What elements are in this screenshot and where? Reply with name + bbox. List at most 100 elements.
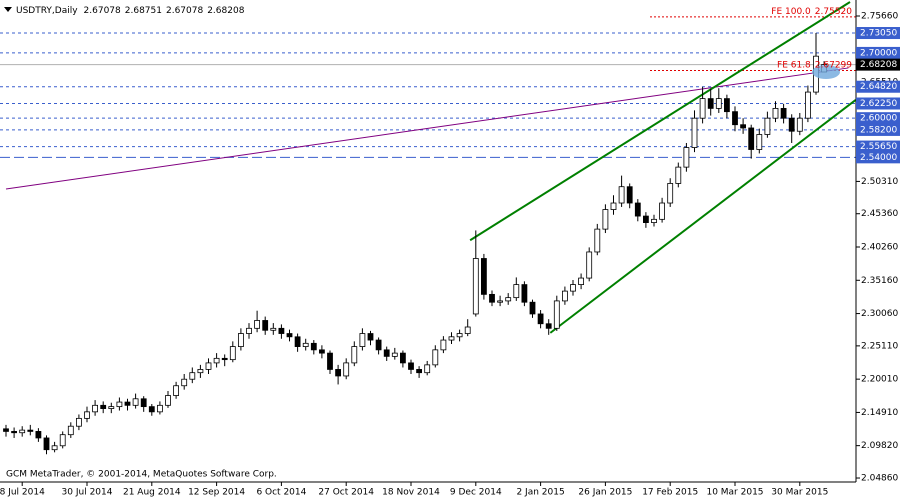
candle-body xyxy=(165,395,171,406)
x-tick-label: 17 Feb 2015 xyxy=(642,488,698,498)
y-tick-label: 2.30060 xyxy=(861,309,898,319)
candle-body xyxy=(408,362,414,370)
candle-body xyxy=(740,124,746,129)
candle-body xyxy=(19,429,26,434)
candle-body xyxy=(205,362,212,370)
candle-body xyxy=(3,428,9,432)
candle-body xyxy=(440,339,447,351)
candle-body xyxy=(634,202,641,217)
candle-body xyxy=(724,98,730,113)
candle-body xyxy=(11,431,18,434)
candle-body xyxy=(343,362,350,377)
candle-body xyxy=(327,352,333,370)
candle-body xyxy=(124,401,131,406)
trendline xyxy=(549,99,857,334)
candle-body xyxy=(229,346,236,361)
candle-body xyxy=(416,369,423,374)
y-tick-label: 2.20010 xyxy=(861,375,898,385)
candle-body xyxy=(181,378,188,387)
candle-body xyxy=(132,398,139,406)
candle-body xyxy=(67,425,74,436)
candle-body xyxy=(602,209,609,230)
candle-body xyxy=(610,202,617,210)
level-label-box xyxy=(856,97,900,110)
fibo-label: FE 61.8 2.67299 xyxy=(777,60,852,70)
candle-body xyxy=(51,445,58,451)
candle-body xyxy=(464,326,471,334)
candle-body xyxy=(108,406,115,409)
candle-body xyxy=(796,117,803,132)
candle-body xyxy=(675,166,682,184)
level-label-box xyxy=(856,123,900,136)
fibo-name: FE 61.8 xyxy=(777,60,811,70)
candle-body xyxy=(732,111,738,126)
menu-arrow[interactable] xyxy=(4,7,12,12)
candle-body xyxy=(691,117,698,148)
candle-body xyxy=(197,369,204,374)
candle-body xyxy=(84,411,90,419)
copyright: GCM MetaTrader, © 2001-2014, MetaQuotes … xyxy=(6,470,277,480)
candle-body xyxy=(189,372,196,380)
y-tick-label: 2.75660 xyxy=(861,11,898,21)
candle-body xyxy=(35,431,42,439)
candle-body xyxy=(43,437,50,451)
candle-body xyxy=(335,369,342,377)
candle-body xyxy=(302,342,309,347)
candle-body xyxy=(59,434,66,447)
candle-body xyxy=(626,186,633,204)
candle-body xyxy=(254,320,261,329)
candle-body xyxy=(246,327,252,334)
level-label: 2.64820 xyxy=(860,82,897,92)
candle-body xyxy=(586,251,593,279)
y-tick-label: 2.09820 xyxy=(861,441,898,451)
bid-label-box xyxy=(856,58,900,71)
level-label-box xyxy=(856,27,900,40)
level-label: 2.54000 xyxy=(860,153,897,163)
candle-body xyxy=(399,352,406,364)
x-tick-label: 2 Jan 2015 xyxy=(516,488,564,498)
candle-body xyxy=(100,404,107,409)
x-tick-label: 27 Oct 2014 xyxy=(318,488,374,498)
symbol: USDTRY,Daily xyxy=(16,6,78,16)
highlight-ellipse xyxy=(812,65,840,79)
x-tick-label: 12 Sep 2014 xyxy=(188,488,245,498)
trendline xyxy=(5,67,849,190)
candle-body xyxy=(432,349,439,366)
level-label-box xyxy=(856,151,900,164)
x-tick-label: 6 Oct 2014 xyxy=(256,488,306,498)
level-label: 2.73050 xyxy=(860,29,897,39)
close: 2.68208 xyxy=(207,6,244,16)
candle-body xyxy=(553,300,560,329)
level-label-box xyxy=(856,140,900,153)
y-tick-label: 2.04860 xyxy=(861,474,898,484)
candle-body xyxy=(278,327,285,334)
candle-body xyxy=(148,406,155,413)
candle-body xyxy=(424,364,431,374)
level-label: 2.70000 xyxy=(860,48,897,58)
level-label: 2.58200 xyxy=(860,125,897,135)
fibo-label: FE 100.0 2.75520 xyxy=(771,6,852,16)
candle-body xyxy=(375,339,382,351)
candle-body xyxy=(351,346,358,364)
candle-body xyxy=(173,385,180,396)
x-tick-label: 18 Nov 2014 xyxy=(382,488,440,498)
fibo-name: FE 100.0 xyxy=(771,6,811,16)
candle-body xyxy=(456,333,463,338)
y-tick-label: 2.45360 xyxy=(861,209,898,219)
level-label: 2.60000 xyxy=(860,114,897,124)
candle-body xyxy=(659,202,665,220)
plot xyxy=(0,1,857,455)
candle-body xyxy=(537,313,544,325)
y-tick-label: 2.35160 xyxy=(861,276,898,286)
y-tick-label: 2.14910 xyxy=(861,408,898,418)
y-tick-label: 2.50310 xyxy=(861,177,898,187)
open: 2.67078 xyxy=(84,6,121,16)
candle-body xyxy=(359,333,366,347)
candle-body xyxy=(707,98,714,109)
low: 2.67078 xyxy=(166,6,203,16)
high: 2.68751 xyxy=(125,6,162,16)
candle-body xyxy=(480,258,487,295)
x-tick-label: 21 Aug 2014 xyxy=(123,488,181,498)
candle-body xyxy=(367,333,374,341)
